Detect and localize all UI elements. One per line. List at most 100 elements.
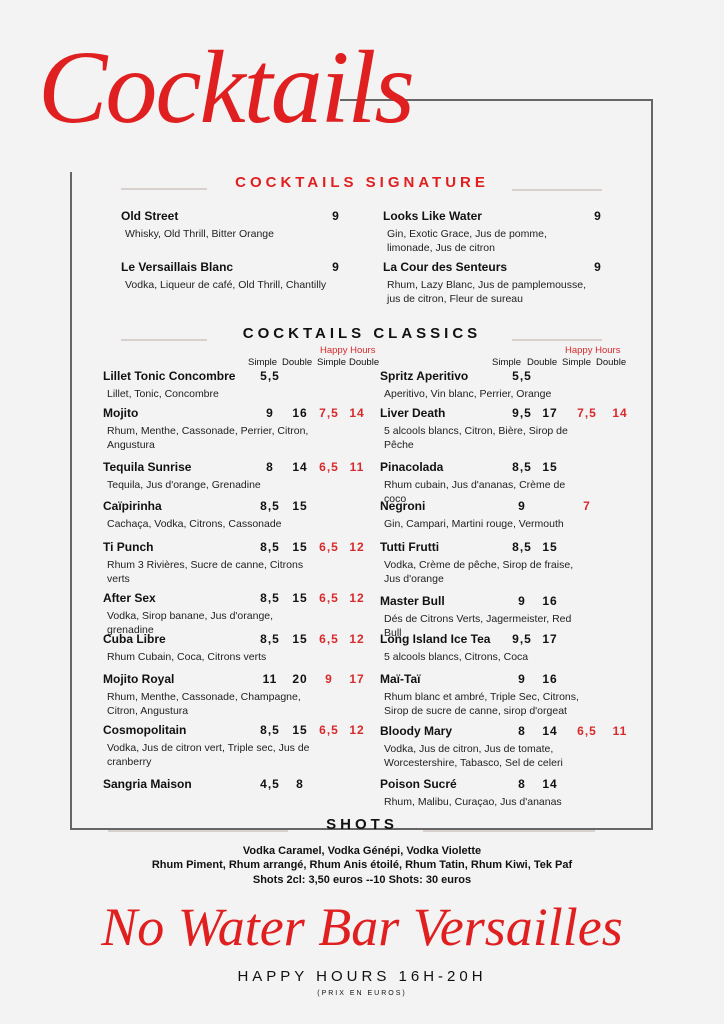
menu-title: Cocktails xyxy=(38,30,415,145)
price-hh-double: 12 xyxy=(349,540,365,554)
cocktail-item: Cuba Libre Rhum Cubain, Coca, Citrons ver… xyxy=(103,632,364,663)
section-heading-signature: COCKTAILS SIGNATURE xyxy=(235,174,489,191)
item-name: After Sex xyxy=(103,591,156,605)
price-simple: 8,5 xyxy=(260,591,280,605)
price-hh-simple: 7 xyxy=(583,499,591,513)
item-price: 9 xyxy=(332,260,340,274)
price-simple: 5,5 xyxy=(260,369,280,383)
price-simple: 8 xyxy=(518,724,526,738)
frame-border-top xyxy=(340,99,653,101)
price-double: 16 xyxy=(542,594,558,608)
price-simple: 8,5 xyxy=(260,632,280,646)
cocktail-item: Ti Punch Rhum 3 Rivières, Sucre de canne,… xyxy=(103,540,364,585)
col-hh-double: Double xyxy=(596,357,627,368)
happy-hours-times: HAPPY HOURS 16H-20H xyxy=(237,968,487,985)
price-simple: 8,5 xyxy=(260,723,280,737)
item-name: Master Bull xyxy=(380,594,445,608)
price-hh-simple: 6,5 xyxy=(319,723,339,737)
cocktail-item: Mojito Rhum, Menthe, Cassonade, Perrier, … xyxy=(103,406,364,451)
price-double: 16 xyxy=(292,406,308,420)
price-hh-simple: 7,5 xyxy=(319,406,339,420)
frame-border-right xyxy=(651,99,653,829)
cocktail-item: Tequila Sunrise Tequila, Jus d'orange, Gr… xyxy=(103,460,363,491)
item-name: Maï-Taï xyxy=(380,672,421,686)
cocktail-item: Mojito Royal Rhum, Menthe, Cassonade, Cha… xyxy=(103,672,364,717)
item-description: Rhum, Lazy Blanc, Jus de pamplemousse, j… xyxy=(387,279,587,305)
divider xyxy=(512,339,602,341)
frame-border-bottom xyxy=(70,828,653,830)
section-heading-classics: COCKTAILS CLASSICS xyxy=(242,325,482,342)
cocktail-item: Bloody Mary Vodka, Jus de citron, Jus de … xyxy=(380,724,640,769)
price-simple: 8,5 xyxy=(512,460,532,474)
price-double: 16 xyxy=(542,672,558,686)
item-name: Mojito xyxy=(103,406,139,420)
price-simple: 9 xyxy=(518,594,526,608)
price-hh-double: 12 xyxy=(349,591,365,605)
item-name: Poison Sucré xyxy=(380,777,457,791)
price-simple: 8,5 xyxy=(260,499,280,513)
price-hh-double: 11 xyxy=(612,724,628,738)
item-description: Rhum, Menthe, Cassonade, Champagne, Citr… xyxy=(107,691,301,717)
item-name: Caïpirinha xyxy=(103,499,162,513)
item-description: Vodka, Jus de citron vert, Triple sec, J… xyxy=(107,742,310,768)
price-double: 15 xyxy=(292,632,308,646)
item-description: Dés de Citrons Verts, Jagermeister, Red … xyxy=(384,613,572,639)
item-name: Lillet Tonic Concombre xyxy=(103,369,236,383)
col-hh-double: Double xyxy=(349,357,380,368)
item-description: Rhum, Malibu, Curaçao, Jus d'ananas xyxy=(384,796,562,808)
price-double: 14 xyxy=(292,460,308,474)
price-double: 14 xyxy=(542,777,558,791)
section-heading-shots: SHOTS xyxy=(326,816,398,833)
item-name: Mojito Royal xyxy=(103,672,175,686)
cocktail-item: Liver Death 5 alcools blancs, Citron, Biè… xyxy=(380,406,640,451)
divider xyxy=(423,830,595,832)
item-price: 9 xyxy=(332,209,340,223)
price-double: 15 xyxy=(292,540,308,554)
item-description: Rhum cubain, Jus d'ananas, Crème de coco xyxy=(384,479,566,505)
cocktail-item: After Sex Vodka, Sirop banane, Jus d'oran… xyxy=(103,591,364,636)
price-simple: 8,5 xyxy=(260,540,280,554)
price-double: 20 xyxy=(292,672,308,686)
item-description: Vodka, Jus de citron, Jus de tomate, Wor… xyxy=(384,743,563,769)
price-double: 8 xyxy=(296,777,304,791)
price-simple: 9,5 xyxy=(512,632,532,646)
item-name: Tutti Frutti xyxy=(380,540,440,554)
item-description: Whisky, Old Thrill, Bitter Orange xyxy=(125,228,274,240)
cocktail-item: Tutti Frutti Vodka, Crème de pêche, Sirop… xyxy=(380,540,640,585)
price-note: (PRIX EN EUROS) xyxy=(317,990,407,997)
price-simple: 8 xyxy=(266,460,274,474)
item-name: La Cour des Senteurs xyxy=(383,260,508,274)
item-description: Vodka, Sirop banane, Jus d'orange, grena… xyxy=(107,610,274,636)
item-description: Rhum blanc et ambré, Triple Sec, Citrons… xyxy=(384,691,579,717)
item-description: Tequila, Jus d'orange, Grenadine xyxy=(107,479,261,491)
item-description: Lillet, Tonic, Concombre xyxy=(107,388,219,400)
bar-name: No Water Bar Versailles xyxy=(101,897,623,957)
price-double: 15 xyxy=(292,723,308,737)
item-name: Tequila Sunrise xyxy=(103,460,192,474)
price-hh-simple: 9 xyxy=(325,672,333,686)
price-simple: 9 xyxy=(518,672,526,686)
item-description: Gin, Exotic Grace, Jus de pomme, limonad… xyxy=(387,228,547,254)
item-description: Rhum Cubain, Coca, Citrons verts xyxy=(107,651,267,663)
price-double: 14 xyxy=(542,724,558,738)
price-double: 15 xyxy=(542,460,558,474)
cocktail-item: Master Bull Dés de Citrons Verts, Jagerme… xyxy=(380,594,640,639)
item-price: 9 xyxy=(594,209,602,223)
cocktail-item: Spritz Aperitivo Aperitivo, Vin blanc, Pe… xyxy=(380,369,640,400)
item-name: Pinacolada xyxy=(380,460,444,474)
cocktail-item: Sangria Maison 4,5 8 xyxy=(103,777,363,795)
price-hh-double: 12 xyxy=(349,723,365,737)
item-name: Spritz Aperitivo xyxy=(380,369,469,383)
price-simple: 9 xyxy=(266,406,274,420)
shots-pricing: Shots 2cl: 3,50 euros --10 Shots: 30 eur… xyxy=(252,874,472,886)
item-name: Old Street xyxy=(121,209,179,223)
happy-hours-label: Happy Hours xyxy=(565,345,621,356)
price-double: 17 xyxy=(542,632,558,646)
price-double: 15 xyxy=(292,499,308,513)
divider xyxy=(121,188,207,190)
signature-item: Le Versaillais Blanc Vodka, Liqueur de ca… xyxy=(121,260,381,291)
item-name: Cuba Libre xyxy=(103,632,166,646)
item-description: 5 alcools blancs, Citrons, Coca xyxy=(384,651,529,663)
col-double: Double xyxy=(282,357,313,368)
price-hh-double: 14 xyxy=(349,406,365,420)
